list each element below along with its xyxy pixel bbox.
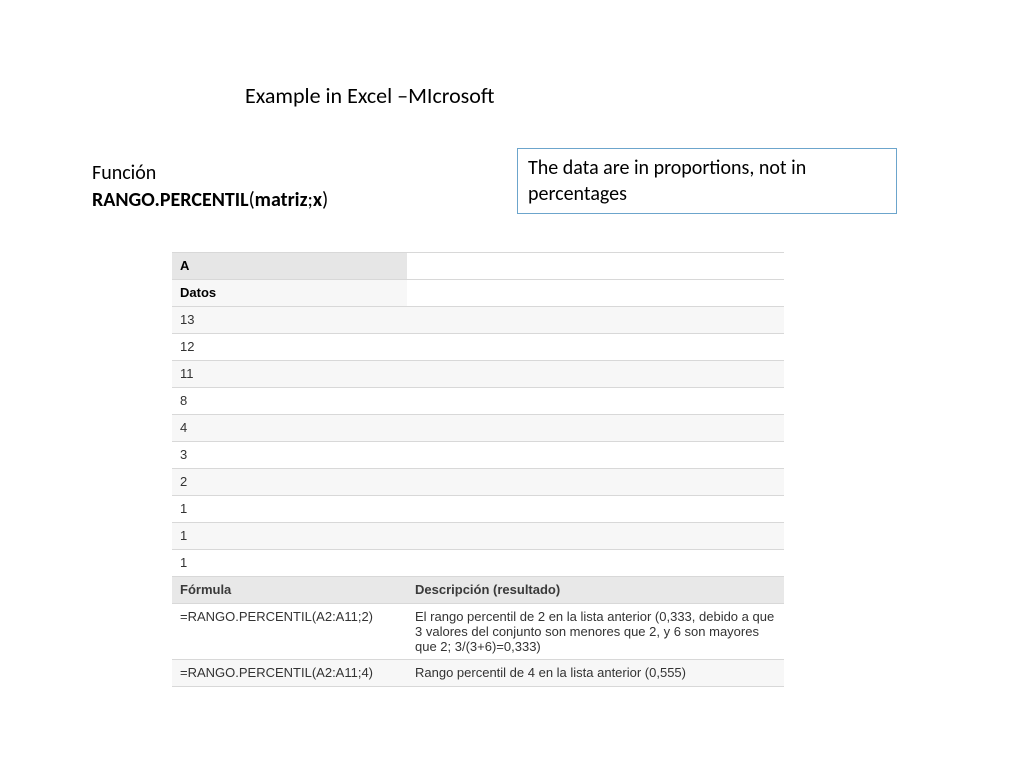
- formula-row: =RANGO.PERCENTIL(A2:A11;4) Rango percent…: [172, 660, 784, 687]
- data-cell: 12: [172, 334, 407, 361]
- column-b-header-empty: [407, 253, 784, 280]
- empty-cell: [407, 361, 784, 388]
- function-arg2: x: [313, 188, 322, 212]
- formula-header-row: Fórmula Descripción (resultado): [172, 577, 784, 604]
- formula-row: =RANGO.PERCENTIL(A2:A11;2) El rango perc…: [172, 604, 784, 660]
- empty-cell: [407, 388, 784, 415]
- table-row: 13: [172, 307, 784, 334]
- note-box: The data are in proportions, not in perc…: [517, 148, 897, 214]
- empty-cell: [407, 523, 784, 550]
- formula-header-left: Fórmula: [172, 577, 407, 604]
- empty-cell: [407, 442, 784, 469]
- excel-example-table: A Datos 13 12 11 8 4 3 2 1 1 1 Fórmula D…: [172, 252, 784, 687]
- table-row: 1: [172, 550, 784, 577]
- formula-cell: =RANGO.PERCENTIL(A2:A11;2): [172, 604, 407, 660]
- data-cell: 11: [172, 361, 407, 388]
- datos-label: Datos: [172, 280, 407, 307]
- function-arg1: matriz: [255, 188, 308, 212]
- data-cell: 8: [172, 388, 407, 415]
- empty-cell: [407, 469, 784, 496]
- empty-cell: [407, 307, 784, 334]
- table-row: 1: [172, 496, 784, 523]
- table-row: 2: [172, 469, 784, 496]
- formula-header-right: Descripción (resultado): [407, 577, 784, 604]
- formula-desc: El rango percentil de 2 en la lista ante…: [407, 604, 784, 660]
- data-cell: 4: [172, 415, 407, 442]
- data-cell: 1: [172, 496, 407, 523]
- table-row: 11: [172, 361, 784, 388]
- function-word: Función: [92, 161, 156, 185]
- empty-cell: [407, 334, 784, 361]
- empty-cell: [407, 415, 784, 442]
- function-block: Función RANGO.PERCENTIL(matriz;x): [92, 160, 328, 214]
- column-a-header: A: [172, 253, 407, 280]
- function-name-prefix: RANGO.PERCENTIL: [92, 188, 249, 212]
- datos-label-row: Datos: [172, 280, 784, 307]
- table-row: 8: [172, 388, 784, 415]
- table-row: 12: [172, 334, 784, 361]
- formula-cell: =RANGO.PERCENTIL(A2:A11;4): [172, 660, 407, 687]
- data-cell: 2: [172, 469, 407, 496]
- empty-cell: [407, 550, 784, 577]
- table-row: 3: [172, 442, 784, 469]
- table-row: 4: [172, 415, 784, 442]
- paren-close: ): [322, 188, 328, 212]
- page-title: Example in Excel –MIcrosoft: [245, 82, 494, 109]
- table-row: 1: [172, 523, 784, 550]
- empty-cell: [407, 496, 784, 523]
- data-cell: 1: [172, 550, 407, 577]
- data-cell: 3: [172, 442, 407, 469]
- datos-empty: [407, 280, 784, 307]
- column-header-row: A: [172, 253, 784, 280]
- formula-desc: Rango percentil de 4 en la lista anterio…: [407, 660, 784, 687]
- data-cell: 13: [172, 307, 407, 334]
- data-cell: 1: [172, 523, 407, 550]
